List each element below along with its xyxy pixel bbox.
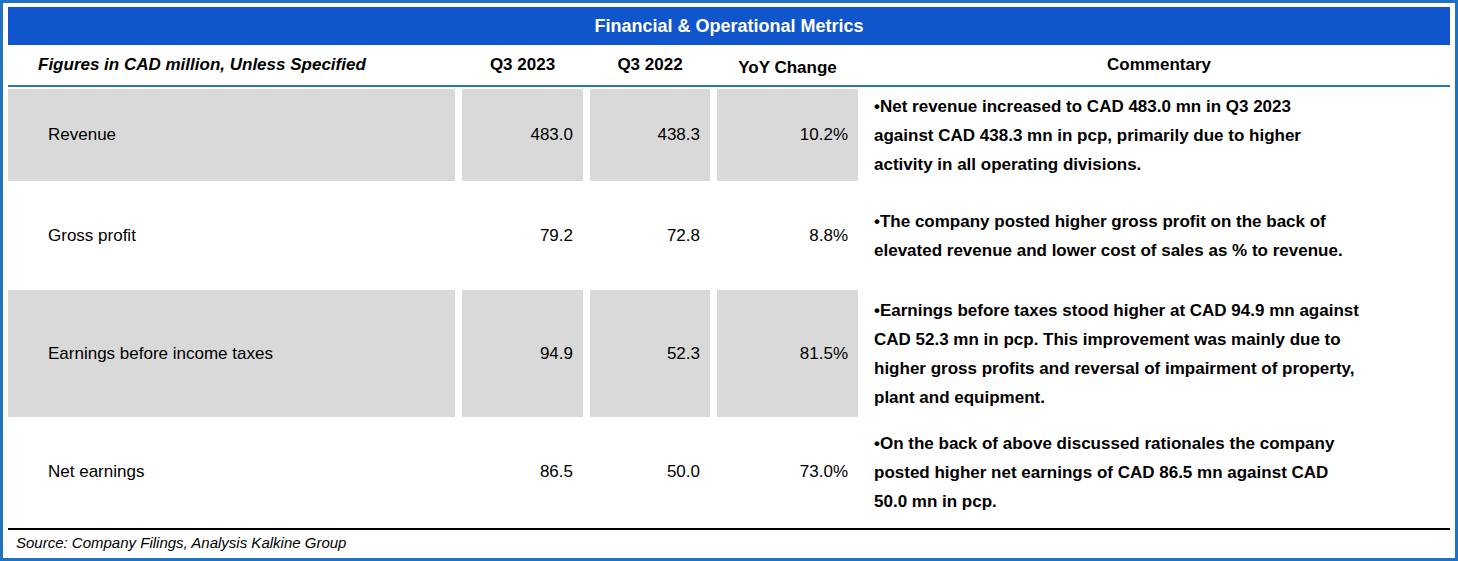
metric-label: Revenue (8, 89, 455, 181)
table-row-revenue: Revenue 483.0 438.3 10.2% •Net revenue i… (8, 89, 1450, 181)
commentary-cell: •The company posted higher gross profit … (868, 181, 1450, 290)
value-q3-2022: 52.3 (590, 290, 710, 417)
column-header-row: Figures in CAD million, Unless Specified… (8, 45, 1450, 87)
commentary-cell: •Net revenue increased to CAD 483.0 mn i… (868, 89, 1450, 181)
column-header-figures: Figures in CAD million, Unless Specified (8, 55, 455, 75)
commentary-text: •Earnings before taxes stood higher at C… (868, 296, 1359, 412)
metrics-report-card: Financial & Operational Metrics Figures … (0, 0, 1458, 561)
value-yoy-change: 8.8% (717, 181, 858, 290)
column-header-q3-2022: Q3 2022 (590, 55, 710, 75)
column-header-yoy-change: YoY Change (717, 58, 858, 78)
source-note: Source: Company Filings, Analysis Kalkin… (8, 528, 1450, 554)
value-q3-2022: 50.0 (590, 417, 710, 527)
metric-label: Gross profit (8, 181, 455, 290)
table-body: Revenue 483.0 438.3 10.2% •Net revenue i… (8, 87, 1450, 528)
commentary-cell: •Earnings before taxes stood higher at C… (868, 290, 1450, 417)
metric-label: Net earnings (8, 417, 455, 527)
value-q3-2023: 483.0 (462, 89, 583, 181)
value-yoy-change: 81.5% (717, 290, 858, 417)
value-q3-2022: 438.3 (590, 89, 710, 181)
commentary-text: •Net revenue increased to CAD 483.0 mn i… (868, 92, 1301, 179)
table-row-earnings-before-taxes: Earnings before income taxes 94.9 52.3 8… (8, 290, 1450, 417)
metric-label: Earnings before income taxes (8, 290, 455, 417)
table-row-net-earnings: Net earnings 86.5 50.0 73.0% •On the bac… (8, 417, 1450, 527)
table-row-gross-profit: Gross profit 79.2 72.8 8.8% •The company… (8, 181, 1450, 290)
commentary-text: •On the back of above discussed rational… (868, 429, 1334, 516)
value-q3-2023: 79.2 (462, 181, 583, 290)
value-q3-2022: 72.8 (590, 181, 710, 290)
value-q3-2023: 86.5 (462, 417, 583, 527)
value-yoy-change: 10.2% (717, 89, 858, 181)
source-text: Source: Company Filings, Analysis Kalkin… (16, 534, 346, 551)
column-header-commentary: Commentary (868, 55, 1450, 75)
commentary-cell: •On the back of above discussed rational… (868, 417, 1450, 527)
value-yoy-change: 73.0% (717, 417, 858, 527)
commentary-text: •The company posted higher gross profit … (868, 207, 1343, 265)
table-title: Financial & Operational Metrics (8, 7, 1450, 45)
value-q3-2023: 94.9 (462, 290, 583, 417)
column-header-q3-2023: Q3 2023 (462, 55, 583, 75)
